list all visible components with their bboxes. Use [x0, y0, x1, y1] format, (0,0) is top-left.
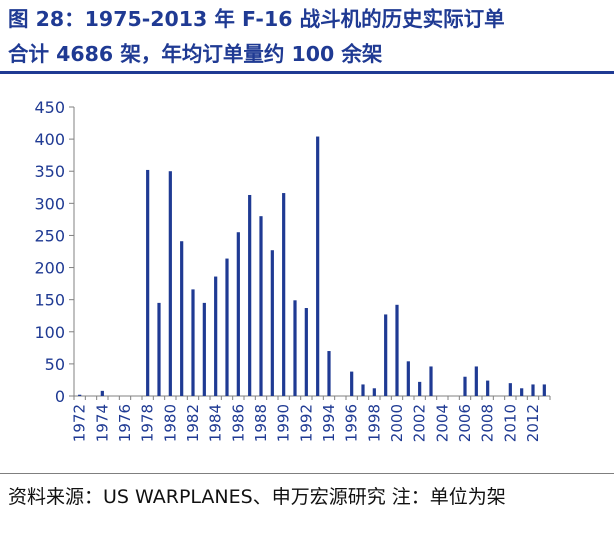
bar-1986 [236, 232, 240, 396]
bar-1997 [361, 384, 365, 396]
y-tick-label: 50 [45, 355, 65, 374]
y-tick-label: 300 [34, 194, 65, 213]
bar-1994 [327, 351, 331, 396]
bar-1992 [304, 308, 308, 396]
chart-title-line-2: 合计 4686 架，年均订单量约 100 余架 [8, 42, 383, 66]
bar-1974 [100, 390, 104, 396]
x-tick-label-1978: 1978 [139, 404, 157, 442]
bar-1981 [180, 241, 184, 396]
bar-1993 [316, 136, 320, 396]
bar-2006 [463, 376, 467, 396]
chart-title-line-1: 图 28：1975-2013 年 F-16 战斗机的历史实际订单 [8, 7, 505, 31]
x-tick-label-1988: 1988 [252, 404, 270, 442]
bar-2012 [531, 384, 535, 396]
y-tick-label: 450 [34, 98, 65, 117]
x-tick-label-1980: 1980 [161, 404, 179, 442]
chart-title: 图 28：1975-2013 年 F-16 战斗机的历史实际订单 合计 4686… [8, 2, 608, 72]
bar-1985 [225, 258, 229, 396]
bar-2011 [520, 388, 524, 396]
bar-1989 [270, 250, 274, 396]
y-tick-label: 150 [34, 291, 65, 310]
bar-1984 [214, 276, 218, 396]
bar-2008 [486, 380, 490, 396]
x-tick-label-2012: 2012 [524, 404, 542, 442]
bar-1979 [157, 302, 161, 396]
x-tick-label-1998: 1998 [365, 404, 383, 442]
y-tick-label: 350 [34, 162, 65, 181]
bar-2000 [395, 304, 399, 396]
bar-1999 [384, 314, 388, 396]
x-tick-label-1982: 1982 [184, 404, 202, 442]
x-tick-label-1986: 1986 [229, 404, 247, 442]
y-tick-label: 400 [34, 130, 65, 149]
bar-1991 [293, 300, 297, 396]
bar-1982 [191, 289, 195, 396]
bar-1980 [168, 171, 172, 396]
x-tick-label-1976: 1976 [116, 404, 134, 442]
bar-1972 [78, 394, 82, 396]
bar-1996 [350, 371, 354, 396]
bar-1988 [259, 216, 263, 396]
bar-2010 [508, 383, 512, 396]
x-tick-label-1972: 1972 [71, 404, 89, 442]
x-tick-label-1984: 1984 [207, 404, 225, 442]
bar-1987 [248, 194, 252, 396]
f16-orders-bar-chart: 0 50 100 150 200 250 300 350 400 450 1972 1974 1976 1… [34, 98, 551, 442]
bar-1998 [372, 388, 376, 396]
y-tick-label: 100 [34, 323, 65, 342]
bar-2007 [474, 366, 478, 396]
x-tick-label-1992: 1992 [297, 404, 315, 442]
title-underline [0, 71, 614, 74]
x-tick-label-1996: 1996 [343, 404, 361, 442]
x-tick-label-2004: 2004 [433, 404, 451, 442]
x-tick-label-1974: 1974 [93, 404, 111, 442]
bar-2013 [542, 384, 546, 396]
x-tick-label-2008: 2008 [479, 404, 497, 442]
x-tick-label-1990: 1990 [275, 404, 293, 442]
x-tick-label-2006: 2006 [456, 404, 474, 442]
y-tick-label: 200 [34, 259, 65, 278]
bar-2002 [418, 381, 422, 396]
footer-divider [0, 473, 614, 474]
source-note: 资料来源：US WARPLANES、申万宏源研究 注：单位为架 [8, 486, 506, 508]
x-tick-label-2002: 2002 [411, 404, 429, 442]
bar-1990 [282, 193, 286, 396]
y-tick-label: 250 [34, 226, 65, 245]
y-tick-label: 0 [55, 387, 65, 406]
x-tick-label-1994: 1994 [320, 404, 338, 442]
x-tick-label-2010: 2010 [501, 404, 519, 442]
bar-1978 [146, 169, 150, 396]
bar-1983 [202, 302, 206, 396]
bar-2001 [406, 361, 410, 396]
bar-2003 [429, 366, 433, 396]
x-tick-label-2000: 2000 [388, 404, 406, 442]
